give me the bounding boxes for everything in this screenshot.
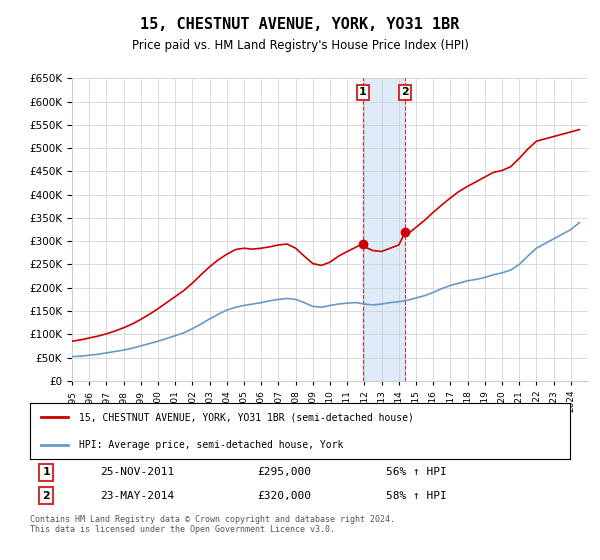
Text: 15, CHESTNUT AVENUE, YORK, YO31 1BR (semi-detached house): 15, CHESTNUT AVENUE, YORK, YO31 1BR (sem…: [79, 412, 413, 422]
Text: Price paid vs. HM Land Registry's House Price Index (HPI): Price paid vs. HM Land Registry's House …: [131, 39, 469, 52]
Text: 56% ↑ HPI: 56% ↑ HPI: [386, 467, 447, 477]
Text: £320,000: £320,000: [257, 491, 311, 501]
Text: 58% ↑ HPI: 58% ↑ HPI: [386, 491, 447, 501]
Text: 1: 1: [359, 87, 367, 97]
Text: HPI: Average price, semi-detached house, York: HPI: Average price, semi-detached house,…: [79, 440, 343, 450]
Text: 23-MAY-2014: 23-MAY-2014: [100, 491, 175, 501]
Bar: [362, 78, 406, 381]
Text: £295,000: £295,000: [257, 467, 311, 477]
Text: 1: 1: [43, 467, 50, 477]
Text: Contains HM Land Registry data © Crown copyright and database right 2024.
This d: Contains HM Land Registry data © Crown c…: [30, 515, 395, 534]
Text: 25-NOV-2011: 25-NOV-2011: [100, 467, 175, 477]
Text: 15, CHESTNUT AVENUE, YORK, YO31 1BR: 15, CHESTNUT AVENUE, YORK, YO31 1BR: [140, 17, 460, 32]
Text: 2: 2: [401, 87, 409, 97]
Text: 2: 2: [43, 491, 50, 501]
